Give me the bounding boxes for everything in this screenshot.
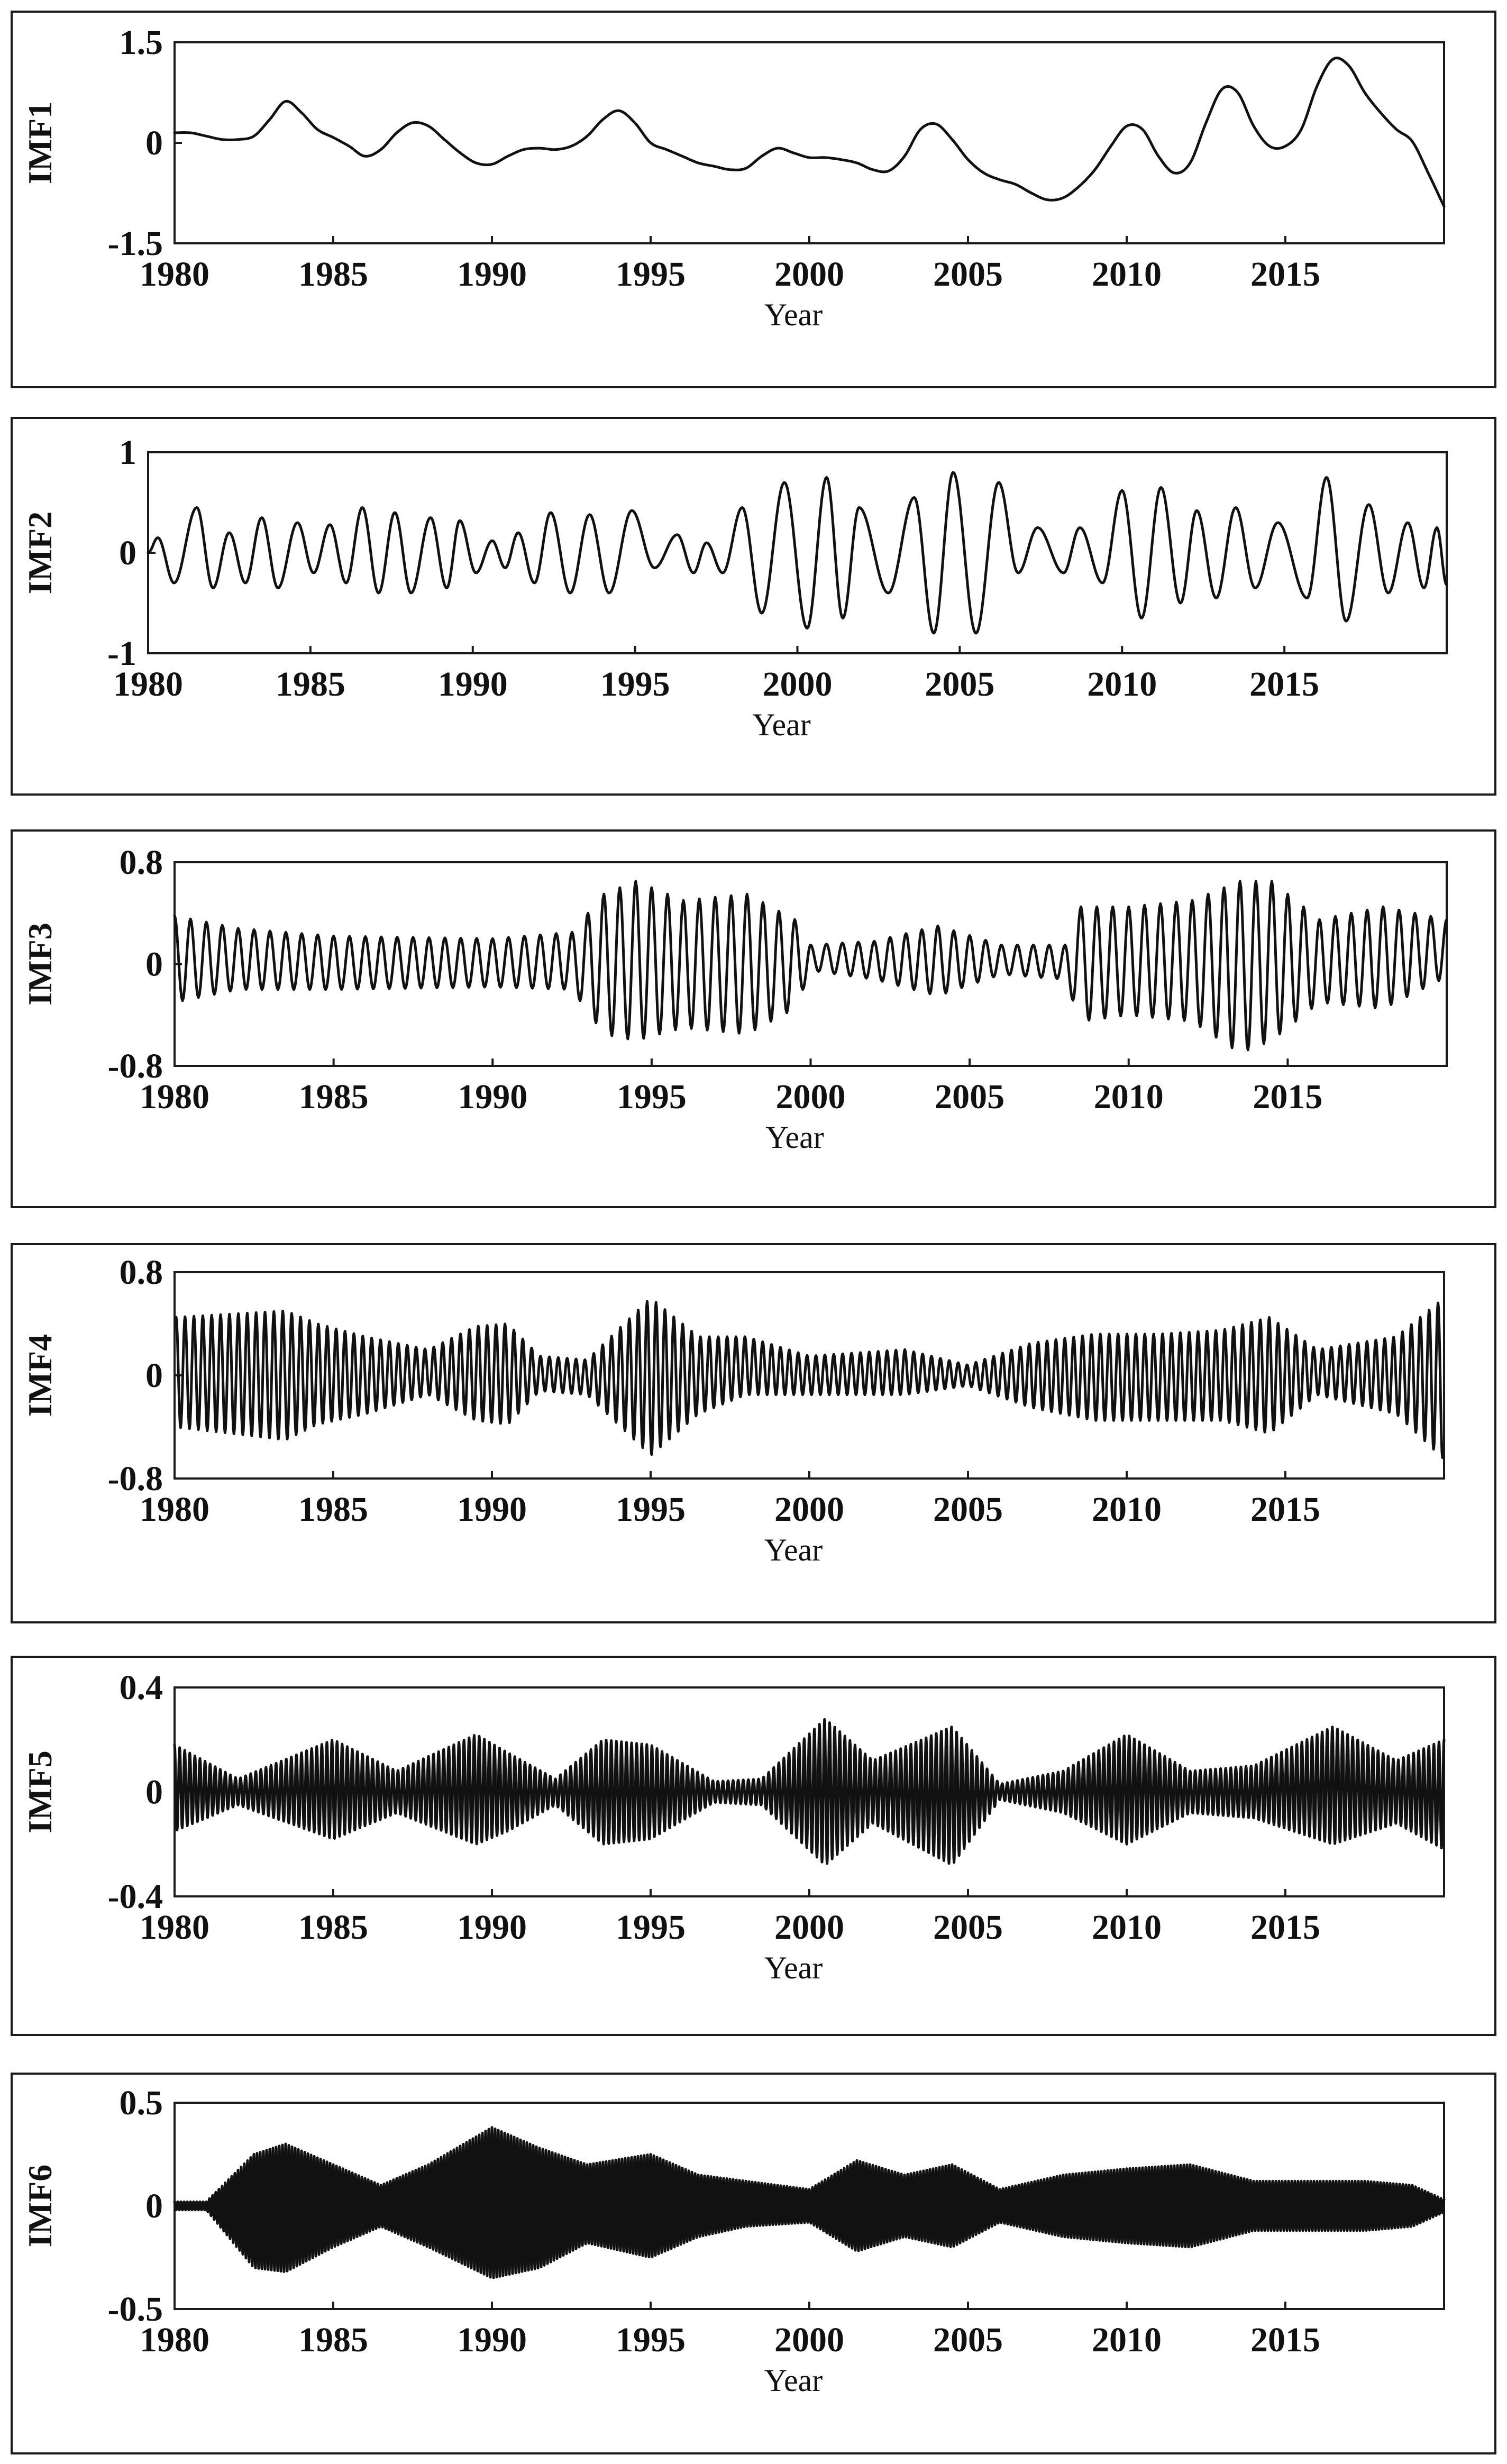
x-tick-label: 2015 <box>1250 1908 1320 1947</box>
y-tick-label: 1.5 <box>120 23 163 62</box>
x-tick-label: 1980 <box>140 255 209 294</box>
x-tick-label: 2010 <box>1094 1078 1164 1116</box>
y-tick-label: 0 <box>145 1773 163 1812</box>
x-tick-label: 2000 <box>774 1490 844 1529</box>
y-tick-label: 0 <box>145 1356 163 1395</box>
y-axis-label: IMF3 <box>21 923 59 1005</box>
panel-frame <box>11 829 1496 1208</box>
panel-frame <box>11 11 1496 388</box>
x-axis-label: Year <box>764 297 823 332</box>
y-tick-label: 0.5 <box>120 2084 163 2122</box>
x-tick-label: 2000 <box>774 255 844 294</box>
series-line-imf5 <box>173 1718 1446 1865</box>
x-tick-label: 1980 <box>140 1908 209 1947</box>
y-tick-label: -1.5 <box>108 224 163 263</box>
y-tick-label: 0.8 <box>120 1253 163 1292</box>
x-tick-label: 2015 <box>1253 1078 1322 1116</box>
y-tick-label: 0 <box>145 2187 163 2225</box>
x-tick-label: 1990 <box>457 1490 527 1529</box>
x-tick-label: 1990 <box>458 1078 527 1116</box>
y-tick-label: 0.8 <box>120 843 163 882</box>
x-tick-label: 2000 <box>776 1078 846 1116</box>
x-tick-label: 1995 <box>616 1908 686 1947</box>
y-tick-label: 0 <box>145 945 163 984</box>
x-tick-label: 1985 <box>298 255 368 294</box>
x-tick-label: 1990 <box>457 1908 527 1947</box>
x-axis-label: Year <box>764 2363 823 2398</box>
series-line-imf1 <box>173 57 1446 208</box>
x-tick-label: 2010 <box>1092 255 1162 294</box>
x-tick-label: 1980 <box>140 1078 209 1116</box>
x-tick-label: 2000 <box>763 665 833 704</box>
x-tick-label: 1980 <box>113 665 183 704</box>
panel-frame <box>11 1656 1496 2036</box>
x-tick-label: 2000 <box>774 1908 844 1947</box>
x-tick-label: 1990 <box>438 665 508 704</box>
x-tick-label: 1990 <box>457 2321 527 2359</box>
x-axis-label: Year <box>764 1950 823 1985</box>
x-tick-label: 2005 <box>935 1078 1004 1116</box>
series-line-imf3 <box>173 880 1448 1052</box>
series-line-imf2 <box>147 471 1448 635</box>
x-tick-label: 2015 <box>1249 665 1319 704</box>
x-tick-label: 2010 <box>1092 1908 1162 1947</box>
y-tick-label: -0.4 <box>108 1877 163 1916</box>
x-tick-label: 2005 <box>925 665 994 704</box>
x-tick-label: 2005 <box>933 1490 1003 1529</box>
x-tick-label: 2010 <box>1092 2321 1162 2359</box>
panel-frame <box>11 417 1496 796</box>
x-tick-label: 1990 <box>457 255 527 294</box>
x-axis-label: Year <box>752 707 811 742</box>
x-tick-label: 1995 <box>600 665 670 704</box>
y-tick-label: -1 <box>107 634 136 673</box>
x-tick-label: 1985 <box>298 1908 368 1947</box>
x-axis-label: Year <box>765 1120 824 1155</box>
x-tick-label: 2010 <box>1092 1490 1162 1529</box>
y-tick-label: 0.4 <box>120 1668 163 1707</box>
x-tick-label: 1985 <box>299 1078 369 1116</box>
y-tick-label: -0.5 <box>108 2290 163 2329</box>
y-axis-label: IMF4 <box>21 1334 59 1417</box>
x-tick-label: 1985 <box>298 2321 368 2359</box>
x-axis-label: Year <box>764 1532 823 1567</box>
x-tick-label: 2005 <box>933 2321 1003 2359</box>
x-tick-label: 2000 <box>774 2321 844 2359</box>
y-tick-label: -0.8 <box>108 1459 163 1498</box>
x-tick-label: 1995 <box>616 255 686 294</box>
panel-frame <box>11 1243 1496 1623</box>
x-tick-label: 2015 <box>1250 255 1320 294</box>
x-tick-label: 1995 <box>616 1490 686 1529</box>
y-axis-label: IMF1 <box>21 102 59 184</box>
series-line-imf4 <box>175 1300 1444 1459</box>
x-tick-label: 2015 <box>1250 2321 1320 2359</box>
x-tick-label: 2010 <box>1087 665 1157 704</box>
y-tick-label: 0 <box>145 124 163 162</box>
x-tick-label: 1980 <box>140 2321 209 2359</box>
y-tick-label: -0.8 <box>108 1047 163 1085</box>
y-tick-label: 1 <box>119 433 136 472</box>
plot-area <box>147 451 1448 654</box>
x-tick-label: 2005 <box>933 255 1003 294</box>
x-tick-label: 1995 <box>616 2321 686 2359</box>
x-tick-label: 1985 <box>276 665 345 704</box>
x-tick-label: 1995 <box>617 1078 687 1116</box>
panel-frame <box>11 2073 1496 2454</box>
y-tick-label: 0 <box>119 534 136 572</box>
x-tick-label: 1980 <box>140 1490 209 1529</box>
y-axis-label: IMF5 <box>21 1750 59 1833</box>
y-axis-label: IMF2 <box>21 512 59 594</box>
x-tick-label: 2015 <box>1250 1490 1320 1529</box>
x-tick-label: 2005 <box>933 1908 1003 1947</box>
x-tick-label: 1985 <box>298 1490 368 1529</box>
plot-area <box>173 41 1445 244</box>
series-line-imf6 <box>173 2126 1446 2279</box>
y-axis-label: IMF6 <box>21 2165 59 2247</box>
